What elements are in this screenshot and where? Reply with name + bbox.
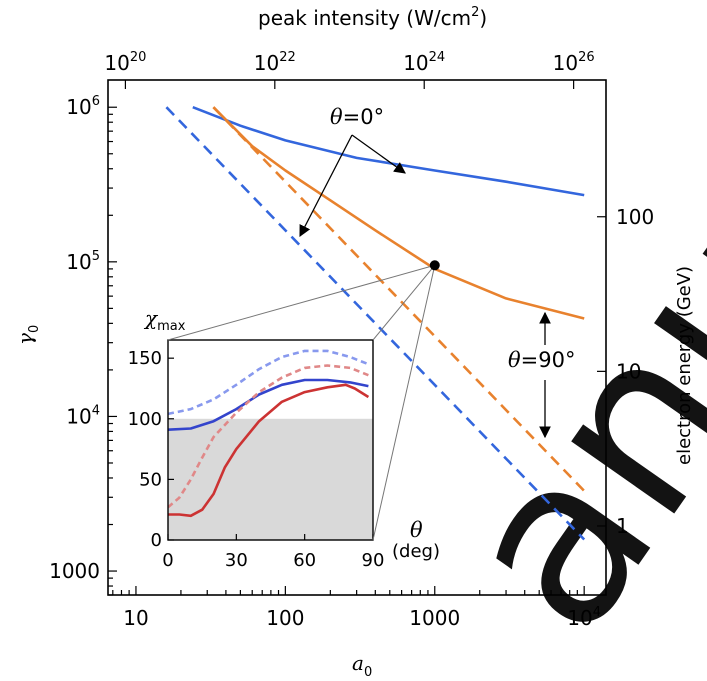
inset-shaded-region [168, 418, 373, 540]
inset-series-3 [168, 364, 369, 509]
theta0-label: θ=0° [330, 105, 384, 129]
right-tick-label: 100 [616, 205, 654, 229]
inset-x-tick-label: 60 [293, 550, 316, 571]
top-tick-label: 1022 [254, 50, 296, 75]
theta0-arrow-to-solid [351, 134, 406, 174]
main-plot-curves [165, 105, 586, 541]
connector-line-0 [167, 264, 435, 341]
x-axis-title: a0 [352, 651, 372, 680]
inset-y-tick-label: 150 [128, 348, 162, 369]
watermark: anuscr [408, 0, 707, 678]
inset-y-tick-label: 50 [139, 469, 162, 490]
y-tick-label: 106 [66, 94, 100, 119]
top-tick-label: 1024 [403, 50, 445, 75]
inset-series-2 [168, 383, 370, 518]
inset-y-tick-label: 100 [128, 409, 162, 430]
inset-x-title-unit: (deg) [392, 541, 440, 562]
inset-shade-rect [168, 418, 373, 540]
theta0-arrow-to-dashed [299, 134, 353, 238]
inset-connector-lines [167, 260, 440, 541]
inset-y-title: χmax [143, 306, 186, 334]
inset-x-title-var: θ [410, 518, 423, 542]
inset-y-tick-label: 0 [151, 530, 162, 551]
connector-line-2 [372, 265, 436, 541]
right-tick-label: 1 [616, 514, 629, 538]
y-tick-label: 104 [66, 403, 100, 428]
main-series-1 [165, 106, 586, 541]
inset-curves [168, 349, 370, 518]
right-axis-title: electron energy (GeV) [674, 266, 695, 465]
highlight-point [429, 260, 440, 271]
inset-series-0 [168, 378, 369, 431]
y-tick-label: 105 [66, 249, 100, 274]
inset-x-tick-label: 30 [225, 550, 248, 571]
annotations: θ=0° θ=90° [299, 105, 575, 439]
right-tick-label: 10 [616, 359, 641, 383]
inset-frame [167, 339, 374, 541]
watermark-text: anuscr [408, 0, 707, 678]
y-tick-label: 1000 [49, 559, 100, 583]
x-tick-label: 100 [266, 606, 304, 630]
theta90-label: θ=90° [508, 348, 575, 372]
connector-line-1 [372, 264, 436, 341]
inset-x-tick-label: 0 [162, 550, 173, 571]
inset-series-1 [168, 349, 369, 416]
inset-axes: 0 30 60 90 0 50 100 150 [128, 348, 385, 571]
top-axis-title: peak intensity (W/cm2) [258, 5, 487, 30]
main-series-2 [212, 106, 585, 320]
x-tick-label: 1000 [409, 606, 460, 630]
x-tick-label: 104 [567, 605, 601, 630]
top-tick-label: 1026 [553, 50, 595, 75]
main-series-0 [192, 105, 585, 197]
top-tick-label: 1020 [104, 50, 146, 75]
x-tick-label: 10 [123, 606, 148, 630]
inset-x-tick-label: 90 [362, 550, 385, 571]
y-axis-title: γ0 [13, 325, 42, 345]
